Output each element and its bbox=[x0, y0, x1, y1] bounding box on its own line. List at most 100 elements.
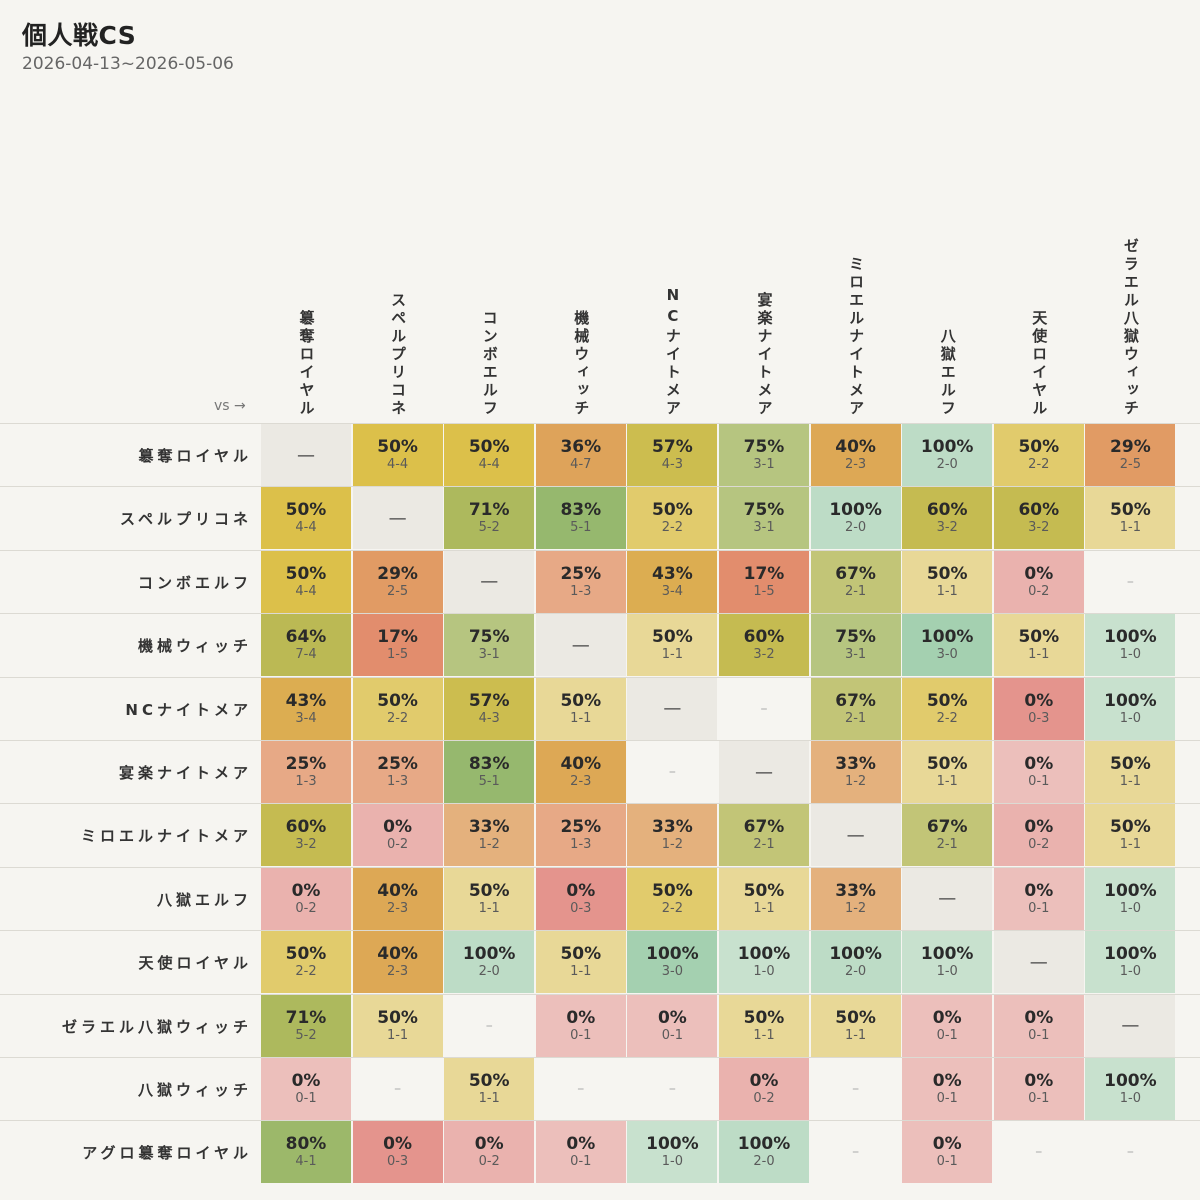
win-rate: 57% bbox=[468, 690, 510, 711]
win-loss-record: 3-0 bbox=[661, 964, 683, 980]
win-rate: 33% bbox=[652, 817, 693, 838]
matchup-cell: 50% 1-1 bbox=[902, 741, 993, 803]
win-rate: 75% bbox=[743, 500, 785, 521]
matchup-cell: 50% 1-1 bbox=[902, 550, 993, 613]
win-loss-record: 0-1 bbox=[1028, 900, 1050, 916]
win-loss-record: 4-3 bbox=[661, 457, 683, 472]
win-loss-record: 0-3 bbox=[386, 1154, 409, 1170]
matchup-cell: 0% 0-1 bbox=[993, 867, 1084, 930]
matchup-cell: 25% 1-3 bbox=[352, 741, 443, 803]
win-rate: 67% bbox=[926, 817, 968, 838]
matchup-cell: 67% 2-1 bbox=[902, 804, 993, 867]
column-header: ミロエルナイトメア bbox=[811, 200, 903, 418]
win-rate: 50% bbox=[743, 1007, 785, 1028]
matchup-cell: 50% 4-4 bbox=[444, 424, 535, 486]
win-loss-record: 4-7 bbox=[570, 457, 592, 472]
column-header: 八獄エルフ bbox=[902, 200, 994, 418]
no-data-dash: – bbox=[852, 1144, 860, 1161]
row-header: 天使ロイヤル bbox=[0, 930, 252, 994]
win-rate: 100% bbox=[1104, 690, 1157, 711]
win-rate: 33% bbox=[835, 880, 876, 901]
win-rate: 60% bbox=[285, 817, 327, 838]
matchup-cell: – bbox=[993, 1121, 1084, 1184]
matchup-cell: 50% 2-2 bbox=[902, 677, 993, 740]
matchup-cell: 0% 0-3 bbox=[352, 1121, 443, 1184]
diagonal-dash: — bbox=[388, 507, 407, 529]
win-loss-record: 4-4 bbox=[478, 457, 500, 472]
win-rate: 17% bbox=[743, 563, 785, 584]
matchup-cell: 50% 2-2 bbox=[627, 487, 718, 550]
win-loss-record: 2-2 bbox=[1028, 457, 1050, 472]
row-header: ミロエルナイトメア bbox=[0, 803, 252, 867]
win-loss-record: 2-2 bbox=[386, 710, 409, 726]
win-loss-record: 2-0 bbox=[844, 520, 867, 536]
matchup-cell: 100% 2-0 bbox=[444, 931, 535, 994]
win-loss-record: 0-1 bbox=[1028, 1091, 1050, 1106]
win-loss-record: 3-4 bbox=[661, 583, 683, 599]
win-rate: 50% bbox=[1110, 500, 1151, 521]
win-rate: 71% bbox=[468, 500, 510, 521]
win-loss-record: 0-2 bbox=[1028, 837, 1050, 853]
matchup-cell: 100% 3-0 bbox=[627, 931, 718, 994]
column-header: ゼラエル八獄ウィッチ bbox=[1085, 200, 1177, 418]
matchup-cell: 75% 3-1 bbox=[719, 424, 809, 486]
win-rate: 100% bbox=[1104, 880, 1157, 901]
win-loss-record: 2-2 bbox=[295, 964, 317, 980]
win-loss-record: 2-1 bbox=[844, 710, 867, 726]
win-rate: 0% bbox=[566, 1134, 596, 1155]
win-loss-record: 5-1 bbox=[478, 774, 500, 789]
diagonal-dash: — bbox=[571, 634, 590, 656]
win-loss-record: 3-1 bbox=[844, 647, 867, 663]
win-loss-record: 1-0 bbox=[936, 964, 958, 980]
row-header: スペルプリコネ bbox=[0, 486, 252, 550]
win-rate: 0% bbox=[932, 1007, 962, 1028]
column-header: NCナイトメア bbox=[627, 200, 719, 418]
win-loss-record: 4-4 bbox=[295, 583, 317, 599]
matchup-cell: 50% 1-1 bbox=[719, 867, 809, 930]
win-loss-record: 0-1 bbox=[1028, 774, 1050, 789]
win-rate: 25% bbox=[560, 817, 602, 838]
win-loss-record: 0-2 bbox=[478, 1154, 500, 1170]
win-loss-record: 1-2 bbox=[844, 774, 867, 789]
win-rate: 0% bbox=[291, 880, 321, 901]
win-rate: 50% bbox=[377, 690, 418, 711]
win-rate: 0% bbox=[749, 1071, 779, 1091]
win-loss-record: 2-5 bbox=[1119, 457, 1141, 472]
no-data-dash: – bbox=[668, 1081, 676, 1097]
win-rate: 17% bbox=[377, 627, 418, 648]
column-header-label: 天使ロイヤル bbox=[1030, 310, 1049, 418]
win-loss-record: 1-0 bbox=[661, 1154, 683, 1170]
win-loss-record: 1-0 bbox=[1119, 964, 1141, 980]
row-divider bbox=[0, 993, 1200, 995]
matchup-cell: 57% 4-3 bbox=[627, 424, 718, 486]
matchup-cell: 64% 7-4 bbox=[261, 614, 351, 677]
win-rate: 100% bbox=[829, 500, 882, 521]
column-header-label: コンボエルフ bbox=[480, 310, 499, 418]
matchup-cell: — bbox=[627, 677, 718, 740]
win-loss-record: 2-0 bbox=[478, 964, 500, 980]
win-rate: 0% bbox=[932, 1071, 962, 1091]
matchup-cell: 0% 0-2 bbox=[444, 1121, 535, 1184]
matchup-cell: 0% 0-1 bbox=[993, 994, 1084, 1057]
matchup-cell: 100% 1-0 bbox=[1085, 677, 1176, 740]
win-rate: 71% bbox=[285, 1007, 327, 1028]
matchup-cell: 100% 2-0 bbox=[810, 931, 901, 994]
win-rate: 43% bbox=[652, 563, 693, 584]
win-loss-record: 0-1 bbox=[1028, 1027, 1050, 1043]
win-rate: 0% bbox=[1024, 563, 1054, 584]
page-title: 個人戦CS bbox=[22, 21, 137, 50]
diagonal-dash: — bbox=[846, 824, 865, 846]
win-loss-record: 2-5 bbox=[386, 583, 409, 599]
matchup-cell: 50% 1-1 bbox=[1085, 741, 1176, 803]
win-rate: 50% bbox=[926, 754, 968, 774]
win-rate: 100% bbox=[1104, 627, 1157, 648]
win-rate: 0% bbox=[474, 1134, 504, 1155]
win-loss-record: 4-3 bbox=[478, 710, 500, 726]
column-header: 宴楽ナイトメア bbox=[719, 200, 811, 418]
matchup-cell: – bbox=[535, 1058, 626, 1120]
win-loss-record: 0-1 bbox=[936, 1154, 958, 1170]
win-loss-record: 3-4 bbox=[295, 710, 317, 726]
column-header: 天使ロイヤル bbox=[994, 200, 1086, 418]
win-loss-record: 2-2 bbox=[661, 520, 683, 536]
matchup-cell: — bbox=[993, 931, 1084, 994]
